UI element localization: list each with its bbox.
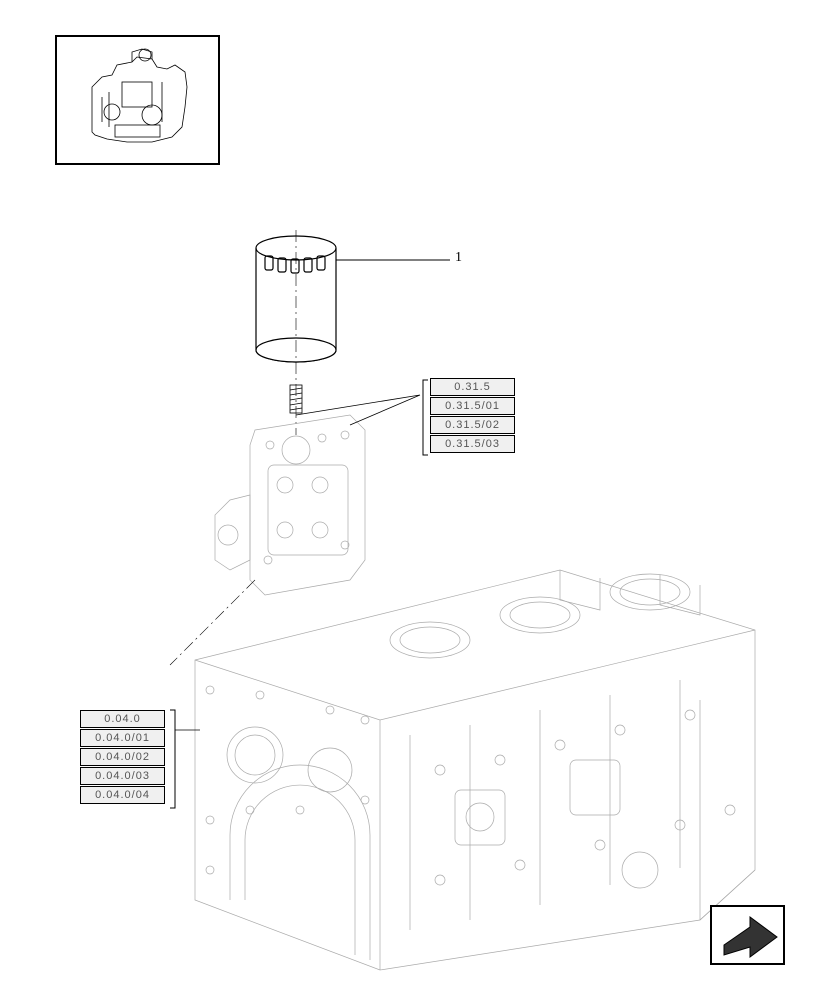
ref-stack-heat-exchanger: 0.31.5 0.31.5/01 0.31.5/02 0.31.5/03 — [430, 378, 515, 454]
ref-label: 0.04.0/04 — [91, 788, 154, 802]
ref-label: 0.04.0/03 — [91, 769, 154, 783]
callout-1: 1 — [455, 250, 462, 266]
ref-label: 0.04.0/01 — [91, 731, 154, 745]
navigation-arrow-icon — [710, 905, 785, 965]
ref-label: 0.31.5/03 — [441, 437, 504, 451]
ref-stack-cylinder-block: 0.04.0 0.04.0/01 0.04.0/02 0.04.0/03 0.0… — [80, 710, 165, 805]
ref-label: 0.04.0 — [100, 712, 145, 726]
heat-exchanger-support — [215, 415, 365, 595]
ref-label: 0.31.5/02 — [441, 418, 504, 432]
ref-label: 0.31.5 — [450, 380, 495, 394]
ref-label: 0.31.5/01 — [441, 399, 504, 413]
main-diagram — [0, 0, 840, 1000]
cylinder-block — [195, 570, 755, 970]
ref-label: 0.04.0/02 — [91, 750, 154, 764]
